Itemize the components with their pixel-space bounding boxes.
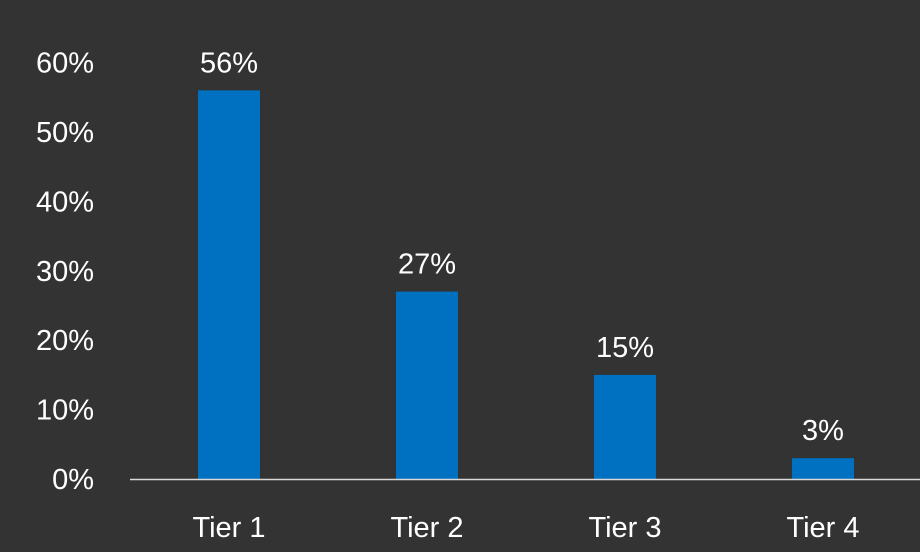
data-labels: 56% 27% 15% 3%: [200, 47, 844, 447]
data-label: 27%: [398, 249, 456, 281]
x-axis-tick-labels: Tier 1 Tier 2 Tier 3 Tier 4: [192, 512, 859, 544]
data-label: 15%: [596, 332, 654, 364]
bars: [198, 90, 854, 480]
bar-tier-3: [594, 374, 656, 479]
y-tick-label: 30%: [36, 256, 94, 288]
y-tick-label: 0%: [52, 464, 94, 496]
data-label: 3%: [802, 415, 844, 447]
y-tick-label: 20%: [36, 325, 94, 357]
x-tick-label: Tier 3: [588, 512, 661, 544]
y-tick-label: 10%: [36, 395, 94, 427]
x-tick-label: Tier 2: [390, 512, 463, 544]
bar-tier-4: [792, 458, 854, 479]
y-tick-label: 60%: [36, 48, 94, 80]
y-tick-label: 40%: [36, 186, 94, 218]
x-tick-label: Tier 1: [192, 512, 265, 544]
bar-tier-1: [198, 90, 260, 480]
data-label: 56%: [200, 47, 258, 79]
y-axis-tick-labels: 0% 10% 20% 30% 40% 50% 60%: [36, 48, 94, 496]
y-tick-label: 50%: [36, 117, 94, 149]
bar-tier-2: [396, 291, 458, 479]
x-tick-label: Tier 4: [786, 512, 859, 544]
